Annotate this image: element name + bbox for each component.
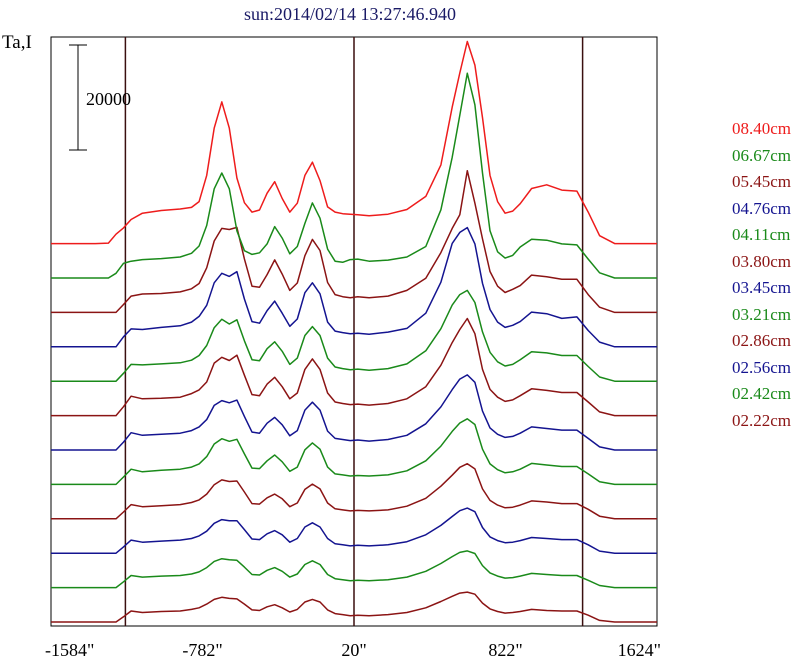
legend-item: 04.76cm	[732, 198, 792, 218]
scale-bar: 20000	[69, 44, 131, 151]
series-line-06.67cm	[51, 72, 657, 279]
legend-item: 03.45cm	[732, 278, 792, 297]
x-tick-label: 1624"	[618, 640, 661, 660]
series-line-04.76cm	[51, 226, 657, 348]
series-line-03.21cm	[51, 418, 657, 486]
legend-item: 06.67cm	[732, 145, 792, 165]
series-line-03.80cm	[51, 317, 657, 417]
legend-item: 02.86cm	[732, 331, 792, 350]
chart-title: sun:2014/02/14 13:27:46.940	[243, 4, 456, 24]
series-layer	[51, 40, 657, 623]
series-line-03.45cm	[51, 374, 657, 451]
series-line-04.11cm	[51, 289, 657, 382]
series-line-08.40cm	[51, 40, 657, 245]
series-line-02.56cm	[51, 507, 657, 554]
x-tick-label: -1584"	[45, 640, 94, 660]
series-line-02.86cm	[51, 462, 657, 520]
legend-item: 02.22cm	[732, 410, 792, 430]
legend-item: 08.40cm	[732, 119, 792, 138]
legend-item: 05.45cm	[732, 172, 792, 191]
vertical-markers	[124, 37, 584, 626]
legend-item: 02.42cm	[732, 384, 792, 403]
series-line-02.42cm	[51, 550, 657, 589]
legend-item: 03.21cm	[732, 304, 792, 324]
series-line-02.22cm	[51, 591, 657, 623]
series-line-05.45cm	[51, 169, 657, 314]
x-tick-label: -782"	[182, 640, 222, 660]
y-axis-label: Ta,I	[2, 32, 32, 53]
x-tick-labels: -1584" -782" 20" 822" 1624"	[45, 640, 661, 660]
x-tick-label: 822"	[488, 640, 522, 660]
legend-item: 03.80cm	[732, 251, 792, 271]
legend-item: 02.56cm	[732, 357, 792, 377]
scale-bar-label: 20000	[86, 89, 131, 109]
legend-item: 04.11cm	[732, 225, 791, 244]
x-tick-label: 20"	[341, 640, 366, 660]
